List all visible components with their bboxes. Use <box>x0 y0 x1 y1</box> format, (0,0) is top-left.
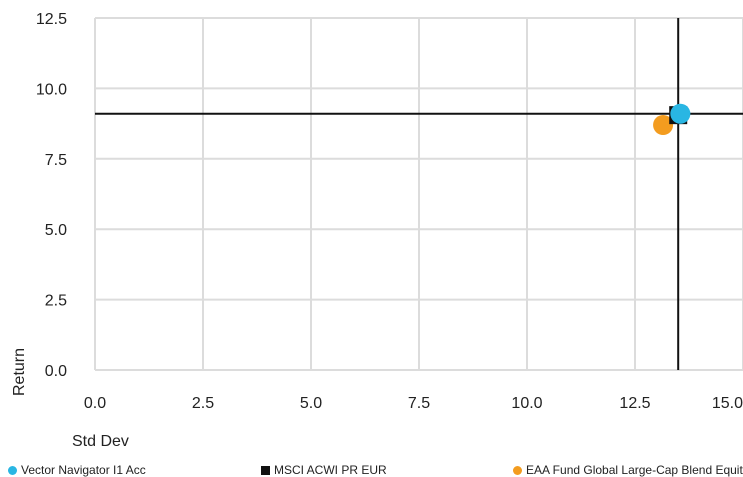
x-tick-label: 2.5 <box>192 395 214 412</box>
y-tick-label: 5.0 <box>45 222 67 239</box>
y-axis-ticks: 0.0 2.5 5.0 7.5 10.0 12.5 <box>36 11 67 380</box>
legend-label: MSCI ACWI PR EUR <box>274 463 387 477</box>
x-tick-label: 5.0 <box>300 395 322 412</box>
legend-square-icon <box>261 465 270 475</box>
y-axis-title: Return <box>11 348 28 396</box>
x-tick-label: 7.5 <box>408 395 430 412</box>
x-tick-label: 12.5 <box>619 395 650 412</box>
crosshair-lines <box>95 18 743 370</box>
legend-label: Vector Navigator I1 Acc <box>21 463 146 477</box>
x-tick-label: 0.0 <box>84 395 106 412</box>
legend-item-vector-navigator: Vector Navigator I1 Acc <box>8 463 146 477</box>
x-axis-title: Std Dev <box>72 433 129 450</box>
y-tick-label: 7.5 <box>45 152 67 169</box>
data-points <box>653 103 691 136</box>
scatter-chart: 0.0 2.5 5.0 7.5 10.0 12.5 0.0 2.5 5.0 7.5 10.0 12.… <box>11 11 743 450</box>
gridlines <box>94 17 743 371</box>
point-circle-eaa-fund <box>653 115 674 136</box>
y-tick-label: 0.0 <box>45 363 67 380</box>
legend-circle-icon <box>513 465 522 475</box>
y-tick-label: 10.0 <box>36 81 67 98</box>
point-circle-vector-navigator <box>670 103 691 124</box>
x-tick-label: 15.0 <box>712 395 743 412</box>
legend-item-eaa-fund: EAA Fund Global Large-Cap Blend Equity <box>513 463 743 477</box>
legend-item-msci-acwi: MSCI ACWI PR EUR <box>261 463 387 477</box>
y-tick-label: 12.5 <box>36 11 67 28</box>
y-tick-label: 2.5 <box>45 293 67 310</box>
legend-label: EAA Fund Global Large-Cap Blend Equity <box>526 463 743 477</box>
legend: Vector Navigator I1 Acc MSCI ACWI PR EUR… <box>0 463 743 477</box>
x-axis-ticks: 0.0 2.5 5.0 7.5 10.0 12.5 15.0 <box>84 395 743 412</box>
x-tick-label: 10.0 <box>511 395 542 412</box>
legend-circle-icon <box>8 465 17 475</box>
